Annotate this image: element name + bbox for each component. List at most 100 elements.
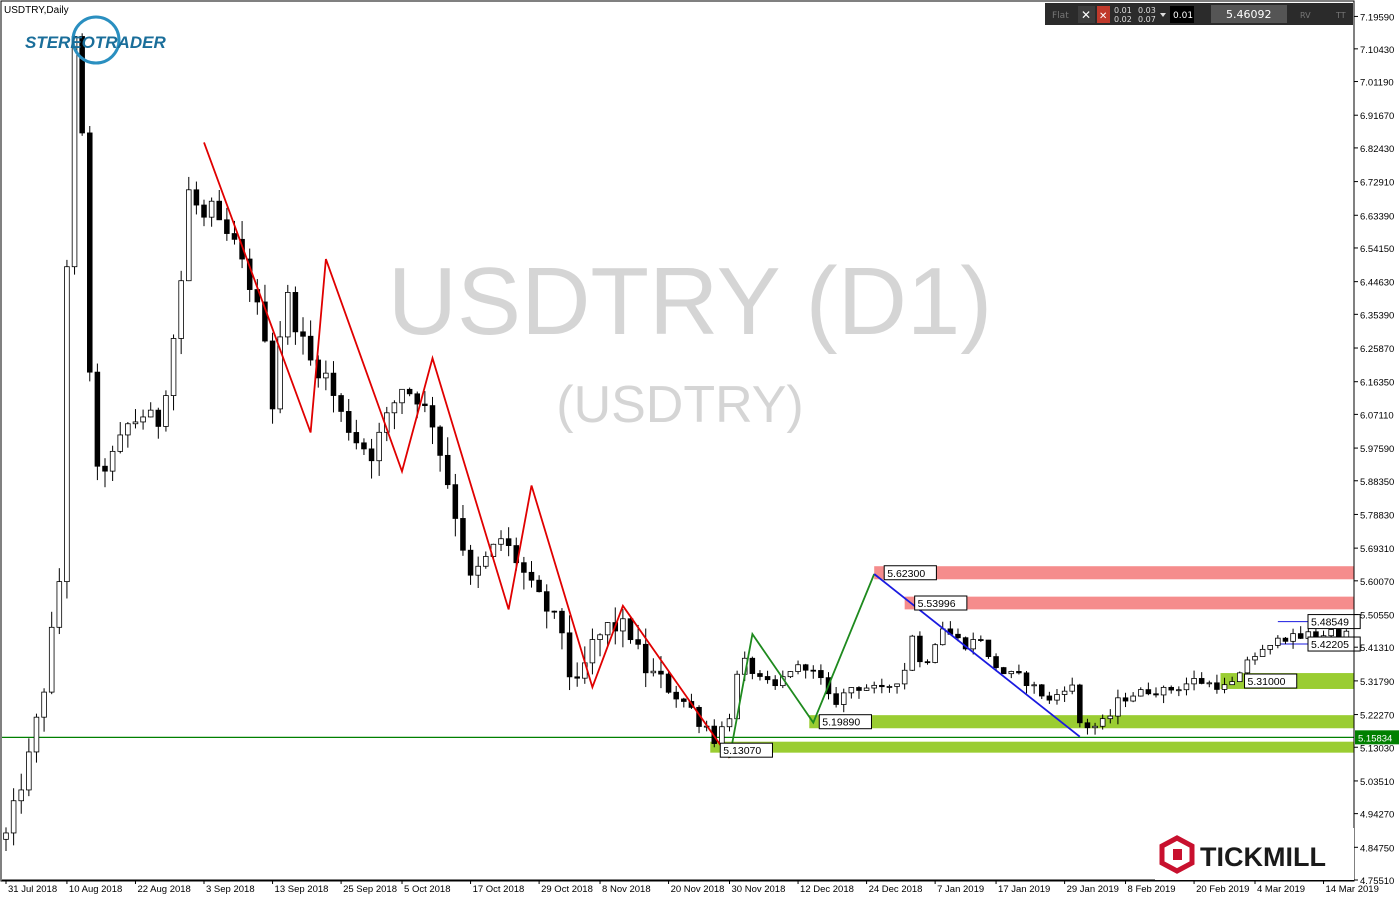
x-tick-label: 10 Aug 2018: [69, 884, 122, 895]
candle-body: [521, 562, 527, 573]
candle-body: [939, 628, 946, 646]
candle-body: [886, 686, 893, 688]
candle-body: [1031, 684, 1037, 687]
price-display: [1211, 5, 1287, 23]
zigzag-line: [728, 573, 876, 759]
candle-body: [719, 726, 725, 744]
x-tick-label: 8 Nov 2018: [602, 884, 651, 895]
volume-value: 0.01: [1173, 11, 1193, 21]
candle-body: [1183, 683, 1190, 691]
lot-dropdown-icon[interactable]: [1160, 13, 1166, 17]
candle-body: [863, 687, 870, 691]
x-tick-label: 25 Sep 2018: [343, 884, 397, 895]
candle-body: [269, 340, 276, 410]
candle-body: [414, 393, 421, 405]
candle-body: [1221, 684, 1228, 690]
x-tick-label: 31 Jul 2018: [8, 884, 57, 895]
candle-body: [1069, 684, 1075, 692]
candle-body: [231, 233, 238, 240]
close-all-button[interactable]: [1097, 6, 1110, 23]
candle-body: [33, 716, 40, 753]
candle-body: [163, 395, 169, 427]
y-tick-label: 6.82430: [1360, 144, 1394, 155]
y-tick-label: 6.07110: [1360, 410, 1394, 421]
candle-body: [1206, 682, 1213, 685]
x-tick-label: 5 Oct 2018: [404, 884, 450, 895]
candle-body: [505, 538, 512, 546]
y-tick-label: 5.41310: [1360, 643, 1394, 654]
x-tick-label: 20 Feb 2019: [1196, 884, 1249, 895]
candle-body: [673, 691, 679, 700]
zigzag-line: [873, 573, 1081, 738]
candle-body: [818, 670, 824, 679]
candle-body: [871, 684, 877, 689]
demand-zone-label: 5.19890: [822, 717, 860, 729]
candle-body: [879, 684, 885, 688]
candle-body: [117, 434, 123, 452]
y-tick-label: 4.94270: [1360, 810, 1394, 821]
candle-body: [924, 661, 931, 664]
candle-body: [1115, 697, 1121, 717]
zigzag-line: [203, 142, 731, 759]
stereotrader-logo: STEREOTRADER: [25, 15, 166, 65]
demand-zone-label-box: [719, 742, 773, 758]
candle-body: [109, 450, 116, 472]
candle-body: [795, 664, 801, 672]
candle-body: [970, 639, 976, 650]
candle-body: [917, 635, 923, 663]
candle-body: [285, 292, 291, 338]
candle-body: [1259, 648, 1266, 657]
price-display-value: 5.46092: [1226, 8, 1272, 21]
rv-button[interactable]: RV: [1300, 11, 1311, 20]
candle-body: [764, 676, 771, 681]
candle-body: [460, 518, 466, 551]
candle-body: [262, 301, 268, 342]
candle-body: [665, 673, 672, 693]
volume-input[interactable]: [1170, 6, 1194, 23]
candle-body: [749, 657, 756, 674]
candle-body: [132, 421, 139, 425]
candle-body: [772, 679, 778, 687]
candle-body: [574, 676, 580, 679]
candle-body: [1061, 690, 1068, 695]
candle-body: [848, 687, 855, 694]
demand-zone-label-box: [1244, 673, 1298, 689]
candle-body: [422, 403, 428, 407]
candle-body: [1229, 681, 1235, 686]
x-tick-label: 20 Nov 2018: [671, 884, 725, 895]
tt-button[interactable]: TT: [1335, 11, 1346, 20]
candle-body: [1198, 678, 1205, 684]
y-tick-label: 5.60070: [1360, 577, 1394, 588]
candle-body: [1008, 671, 1015, 675]
y-tick-label: 5.13030: [1360, 743, 1394, 754]
candle-body: [452, 484, 459, 519]
candle-body: [1237, 672, 1243, 683]
candle-body: [955, 633, 961, 639]
candle-body: [1290, 633, 1296, 642]
candle-body: [79, 36, 85, 134]
y-tick-label: 5.69310: [1360, 544, 1394, 555]
supply-zone-label: 5.62300: [887, 568, 925, 580]
trade-panel: Flat ✕ ✕ 0.01 0.03 0.02 0.07 0.01 5.4609…: [1045, 3, 1353, 25]
current-price-tag: [1355, 730, 1399, 745]
candle-body: [658, 670, 664, 675]
close-position-button[interactable]: [1078, 6, 1095, 23]
lot-top-right: 0.03: [1138, 6, 1156, 15]
candle-body: [277, 336, 283, 410]
x-tick-label: 13 Sep 2018: [275, 884, 329, 895]
candle-body: [201, 204, 207, 218]
candle-body: [543, 591, 550, 612]
candle-body: [216, 200, 223, 221]
candle-body: [48, 626, 55, 693]
candle-body: [856, 687, 862, 691]
y-tick-label: 6.63390: [1360, 211, 1394, 222]
demand-zone-label: 5.31000: [1248, 676, 1286, 688]
candle-body: [376, 431, 382, 462]
y-tick-label: 7.10430: [1360, 45, 1394, 56]
candle-body: [71, 36, 78, 268]
candle-body: [224, 219, 230, 234]
candle-body: [1092, 725, 1098, 729]
candle-body: [642, 643, 649, 674]
close-icon: ✕: [1081, 8, 1091, 22]
